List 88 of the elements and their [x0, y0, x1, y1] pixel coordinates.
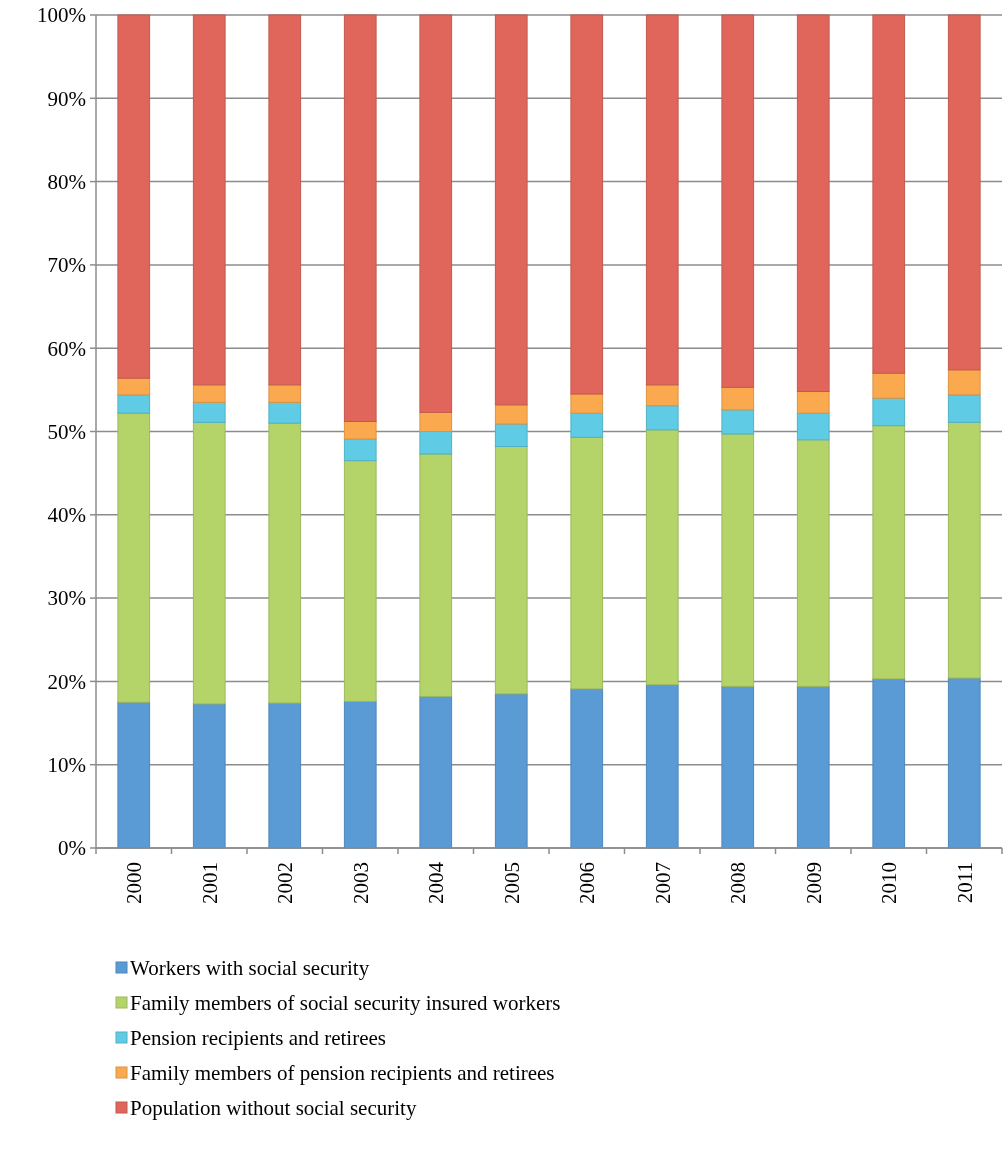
y-tick-label: 80% — [47, 169, 86, 194]
bar — [645, 405, 679, 431]
bar — [343, 14, 377, 422]
bar — [117, 14, 151, 379]
bar — [419, 695, 453, 849]
legend-label: Pension recipients and retirees — [130, 1026, 386, 1051]
y-tick-label: 60% — [47, 336, 86, 361]
bar — [117, 701, 151, 849]
bar — [947, 421, 981, 679]
bar — [192, 421, 226, 705]
bar — [721, 409, 755, 435]
bar — [419, 453, 453, 697]
bar — [796, 391, 830, 414]
bar — [721, 14, 755, 388]
bar — [872, 425, 906, 680]
x-tick-label: 2001 — [197, 862, 222, 904]
bar — [796, 439, 830, 687]
bar — [645, 384, 679, 407]
bar — [494, 14, 528, 406]
y-tick-label: 90% — [47, 86, 86, 111]
bar — [268, 14, 302, 386]
bar — [117, 412, 151, 703]
bar — [947, 394, 981, 423]
bar — [947, 677, 981, 849]
y-tick-label: 20% — [47, 669, 86, 694]
bar — [570, 412, 604, 438]
bar — [872, 14, 906, 374]
bar — [721, 433, 755, 687]
bar — [192, 401, 226, 423]
x-tick-label: 2006 — [575, 862, 600, 904]
bar — [796, 412, 830, 441]
legend-label: Family members of pension recipients and retirees — [130, 1061, 555, 1086]
bar — [645, 684, 679, 849]
x-tick-label: 2010 — [877, 862, 902, 904]
y-tick-label: 50% — [47, 419, 86, 444]
bar — [419, 411, 453, 432]
x-tick-label: 2007 — [650, 862, 675, 904]
bar — [419, 431, 453, 455]
x-tick-label: 2000 — [122, 862, 147, 904]
legend-label: Workers with social security — [130, 956, 370, 981]
bar — [268, 384, 302, 403]
bar — [721, 685, 755, 849]
bar — [117, 394, 151, 414]
bar — [570, 688, 604, 849]
y-tick-label: 70% — [47, 253, 86, 278]
x-tick-label: 2003 — [348, 862, 373, 904]
bar — [872, 372, 906, 399]
bar — [192, 384, 226, 403]
bar — [343, 438, 377, 462]
bar — [570, 14, 604, 395]
bar — [721, 386, 755, 411]
bar — [268, 702, 302, 849]
bar — [796, 685, 830, 849]
x-tick-label: 2009 — [801, 862, 826, 904]
bar — [268, 401, 302, 424]
bar — [570, 436, 604, 690]
bar — [117, 377, 151, 396]
bar — [343, 460, 377, 702]
bar — [192, 14, 226, 386]
y-tick-label: 40% — [47, 503, 86, 528]
x-tick-label: 2004 — [424, 861, 449, 904]
bar — [872, 397, 906, 427]
legend-label: Population without social security — [130, 1096, 417, 1121]
x-tick-label: 2002 — [273, 862, 298, 904]
bar — [494, 445, 528, 695]
y-tick-label: 30% — [47, 586, 86, 611]
y-tick-label: 0% — [58, 836, 86, 861]
x-tick-label: 2005 — [499, 862, 524, 904]
legend-label: Family members of social security insured workers — [130, 991, 561, 1016]
x-tick-label: 2008 — [726, 862, 751, 904]
bar — [570, 393, 604, 414]
y-tick-label: 10% — [47, 753, 86, 778]
bar — [494, 404, 528, 425]
bar — [343, 700, 377, 849]
x-tick-label: 2011 — [952, 862, 977, 904]
bar — [947, 369, 981, 396]
bar — [796, 14, 830, 393]
bar — [645, 14, 679, 386]
bar — [419, 14, 453, 413]
bar — [494, 423, 528, 447]
bar — [343, 421, 377, 440]
bar — [192, 703, 226, 849]
bar — [872, 678, 906, 849]
bar — [645, 429, 679, 686]
bar — [947, 14, 981, 371]
bar — [268, 422, 302, 704]
y-tick-label: 100% — [37, 3, 86, 28]
bar — [494, 693, 528, 849]
